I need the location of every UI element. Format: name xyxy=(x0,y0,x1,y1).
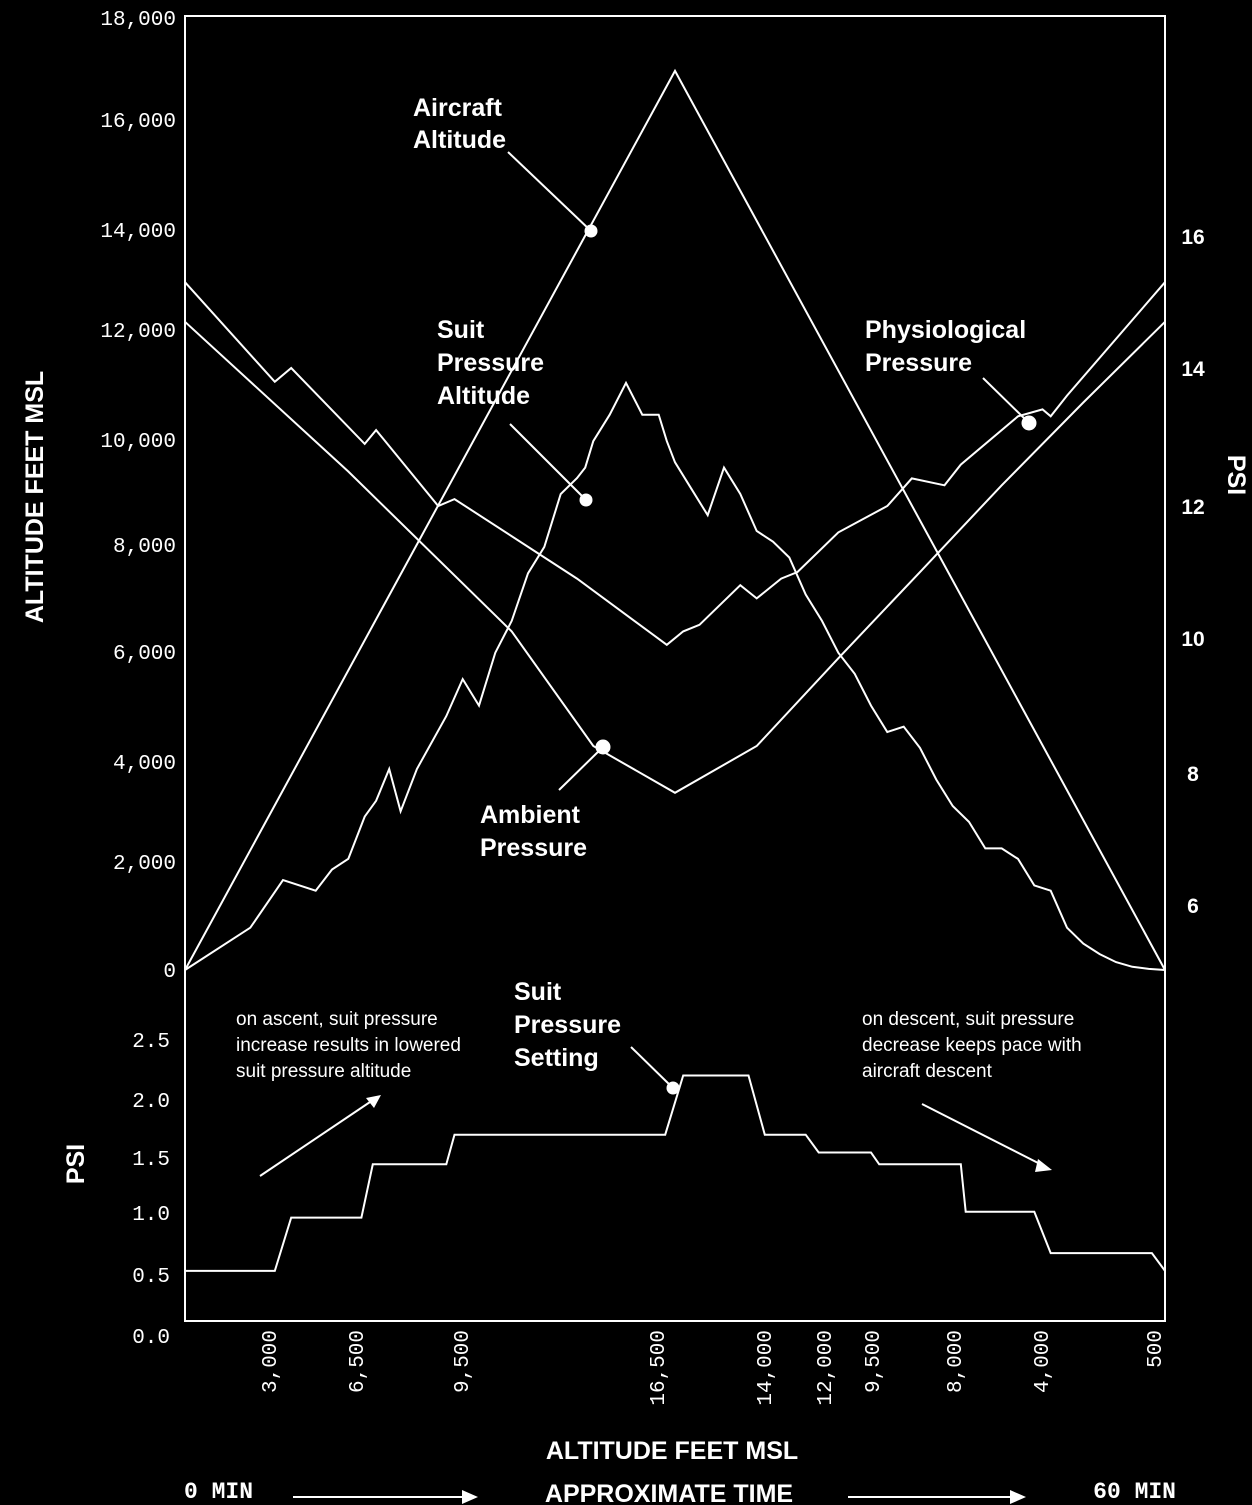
descent-annotation: on descent, suit pressure decrease keeps… xyxy=(862,1009,1087,1082)
physiological-pressure-label-line2: Pressure xyxy=(865,349,972,377)
suit-pressure-altitude-marker xyxy=(579,493,593,507)
x-tick-label: 4,000 xyxy=(1032,1330,1055,1393)
lower-axis-label: PSI xyxy=(62,1144,90,1184)
suit-pressure-setting-label-line2: Pressure xyxy=(514,1011,621,1039)
x-tick-label: 6,500 xyxy=(347,1330,370,1393)
right-axis-label: PSI xyxy=(1222,455,1250,495)
aircraft-altitude-label-line1: Aircraft xyxy=(413,94,503,122)
left-tick-label: 8,000 xyxy=(113,536,176,559)
suit-pressure-altitude-line xyxy=(184,380,1166,971)
ambient-pressure-label-line1: Ambient xyxy=(480,801,581,829)
descent-annotation-line3: aircraft descent xyxy=(862,1061,993,1082)
ambient-pressure-label-line2: Pressure xyxy=(480,834,587,862)
x-tick-label: 16,500 xyxy=(648,1330,671,1406)
x-tick-label: 9,500 xyxy=(863,1330,886,1393)
physiological-pressure-leader xyxy=(982,377,1030,424)
suit-pressure-altitude-label-line1: Suit xyxy=(437,316,485,344)
suit-pressure-altitude-label-line2: Pressure xyxy=(437,349,544,377)
ambient-pressure-leader xyxy=(558,746,604,791)
suit-pressure-setting-label-line3: Setting xyxy=(514,1044,599,1072)
time-arrow-left-head xyxy=(462,1490,478,1504)
left-tick-label: 18,000 xyxy=(100,9,176,32)
physiological-pressure-label: Physiological Pressure xyxy=(865,316,1033,377)
descent-arrow xyxy=(921,1103,1045,1167)
left-tick-label: 16,000 xyxy=(100,111,176,134)
suit-pressure-altitude-label-line3: Altitude xyxy=(437,382,530,410)
suit-pressure-altitude-label: Suit Pressure Altitude xyxy=(437,316,551,410)
right-tick-label: 14 xyxy=(1181,358,1205,381)
lower-tick-label: 1.5 xyxy=(132,1149,170,1172)
right-tick-label: 10 xyxy=(1181,628,1204,651)
aircraft-altitude-label-line2: Altitude xyxy=(413,126,506,154)
x-axis-label: ALTITUDE FEET MSL xyxy=(546,1437,798,1465)
ascent-annotation: on ascent, suit pressure increase result… xyxy=(236,1009,466,1082)
lower-tick-label: 0.0 xyxy=(132,1327,170,1350)
ambient-pressure-label: Ambient Pressure xyxy=(480,801,587,862)
right-tick-label: 6 xyxy=(1187,895,1199,918)
suit-pressure-setting-marker xyxy=(666,1081,680,1095)
descent-annotation-line1: on descent, suit pressure xyxy=(862,1009,1074,1030)
x-tick-label: 12,000 xyxy=(815,1330,838,1406)
suit-pressure-altitude-leader xyxy=(509,423,587,501)
ascent-annotation-line3: suit pressure altitude xyxy=(236,1061,411,1082)
ambient-pressure-marker xyxy=(595,739,611,755)
right-tick-label: 16 xyxy=(1181,226,1204,249)
left-axis-label: ALTITUDE FEET MSL xyxy=(21,371,49,623)
lower-tick-label: 2.0 xyxy=(132,1091,170,1114)
aircraft-altitude-leader xyxy=(507,151,592,232)
physiological-pressure-marker xyxy=(1021,415,1037,431)
descent-arrow-head xyxy=(1035,1159,1052,1172)
aircraft-altitude-marker xyxy=(584,224,598,238)
time-end-label: 60 MIN xyxy=(1093,1479,1176,1505)
x-tick-label: 3,000 xyxy=(260,1330,283,1393)
left-tick-label: 14,000 xyxy=(100,221,176,244)
physiological-pressure-line xyxy=(184,281,1166,647)
x-tick-label: 9,500 xyxy=(452,1330,475,1393)
descent-annotation-line2: decrease keeps pace with xyxy=(862,1035,1082,1056)
lower-tick-label: 1.0 xyxy=(132,1204,170,1227)
aircraft-altitude-line xyxy=(184,68,1166,971)
suit-pressure-setting-leader xyxy=(630,1046,674,1089)
left-tick-label: 4,000 xyxy=(113,753,176,776)
right-tick-label: 8 xyxy=(1187,763,1199,786)
ascent-arrow xyxy=(259,1099,374,1177)
time-arrow-right-head xyxy=(1010,1490,1026,1504)
left-tick-label: 2,000 xyxy=(113,853,176,876)
lower-tick-label: 2.5 xyxy=(132,1031,170,1054)
x-tick-label: 14,000 xyxy=(755,1330,778,1406)
time-start-label: 0 MIN xyxy=(184,1479,253,1505)
physiological-pressure-label-line1: Physiological xyxy=(865,316,1026,344)
left-tick-label: 0 xyxy=(163,961,176,984)
right-tick-label: 12 xyxy=(1181,496,1204,519)
x-tick-label: 8,000 xyxy=(945,1330,968,1393)
x-tick-label: 500 xyxy=(1145,1330,1168,1368)
aircraft-altitude-label: Aircraft Altitude xyxy=(413,94,509,154)
suit-pressure-setting-label-line1: Suit xyxy=(514,978,562,1006)
ascent-annotation-line1: on ascent, suit pressure xyxy=(236,1009,438,1030)
left-tick-label: 12,000 xyxy=(100,321,176,344)
left-tick-label: 10,000 xyxy=(100,431,176,454)
ascent-annotation-line2: increase results in lowered xyxy=(236,1035,461,1056)
suit-pressure-setting-line xyxy=(185,1074,1166,1272)
plot-frame xyxy=(184,15,1166,1322)
suit-pressure-setting-label: Suit Pressure Setting xyxy=(514,978,628,1072)
time-axis-label: APPROXIMATE TIME xyxy=(545,1480,793,1505)
left-tick-label: 6,000 xyxy=(113,643,176,666)
lower-tick-label: 0.5 xyxy=(132,1266,170,1289)
ambient-pressure-line xyxy=(184,321,1166,794)
ascent-arrow-head xyxy=(366,1095,381,1108)
